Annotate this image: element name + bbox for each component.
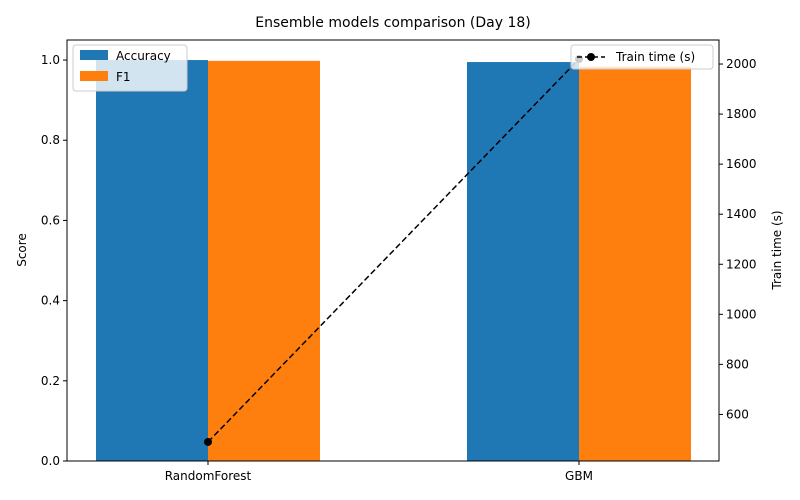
y-tick-label-left: 0.0: [41, 454, 60, 468]
y-tick-label-left: 0.6: [41, 213, 60, 227]
bar-f1-gbm: [579, 66, 691, 462]
bar-f1-randomforest: [208, 60, 320, 462]
y-axis-right: 600 800 1000 1200 1400 1600 1800 2000: [719, 57, 757, 421]
x-tick-label: RandomForest: [165, 469, 252, 483]
y-tick-label-left: 0.4: [41, 294, 60, 308]
y-axis-left: 0.0 0.2 0.4 0.6 0.8 1.0: [41, 53, 67, 468]
y-tick-right: 1200: [719, 257, 757, 271]
bar-accuracy-gbm: [467, 62, 579, 462]
y-tick-label-right: 1800: [726, 107, 757, 121]
plot-frame: [66, 39, 720, 462]
y-tick-label-right: 1200: [726, 257, 757, 271]
y-tick-left: 0.2: [41, 374, 67, 388]
x-axis: RandomForest GBM: [165, 461, 593, 483]
y-axis-label-left: Score: [15, 233, 29, 267]
y-tick-label-left: 0.8: [41, 133, 60, 147]
legend-label-train-time: Train time (s): [615, 50, 695, 64]
y-tick-left: 0.0: [41, 454, 67, 468]
chart-title: Ensemble models comparison (Day 18): [255, 15, 530, 31]
train-time-series-line: [207, 58, 580, 443]
y-tick-label-right: 2000: [726, 57, 757, 71]
y-tick-left: 0.8: [41, 133, 67, 147]
y-tick-right: 1600: [719, 157, 757, 171]
legend-line-marker: [587, 53, 595, 61]
y-tick-right: 1400: [719, 207, 757, 221]
y-tick-right: 2000: [719, 57, 757, 71]
legend-label-f1: F1: [116, 70, 131, 84]
y-tick-left: 0.6: [41, 213, 67, 227]
x-tick-label: GBM: [565, 469, 593, 483]
y-tick-right: 1000: [719, 307, 757, 321]
y-tick-left: 1.0: [41, 53, 67, 67]
y-tick-left: 0.4: [41, 294, 67, 308]
y-axis-label-right: Train time (s): [770, 210, 784, 290]
legend-swatch-f1: [80, 71, 108, 81]
y-tick-label-right: 1600: [726, 157, 757, 171]
y-tick-right: 1800: [719, 107, 757, 121]
x-tick: GBM: [565, 461, 593, 483]
x-tick: RandomForest: [165, 461, 252, 483]
bars: [96, 60, 691, 462]
y-tick-label-right: 600: [726, 407, 749, 421]
legend-label-accuracy: Accuracy: [116, 49, 171, 63]
y-tick-right: 800: [719, 357, 749, 371]
y-tick-label-left: 0.2: [41, 374, 60, 388]
legend-swatch-accuracy: [80, 50, 108, 60]
bar-accuracy-randomforest: [96, 60, 208, 462]
y-tick-label-right: 800: [726, 357, 749, 371]
y-tick-right: 600: [719, 407, 749, 421]
y-tick-label-left: 1.0: [41, 53, 60, 67]
legend-line: Train time (s): [570, 44, 714, 70]
legend-bars: Accuracy F1: [72, 44, 188, 92]
legend-line-box: [570, 44, 714, 70]
y-tick-label-right: 1000: [726, 307, 757, 321]
y-tick-label-right: 1400: [726, 207, 757, 221]
train-time-point-randomforest: [204, 437, 212, 446]
